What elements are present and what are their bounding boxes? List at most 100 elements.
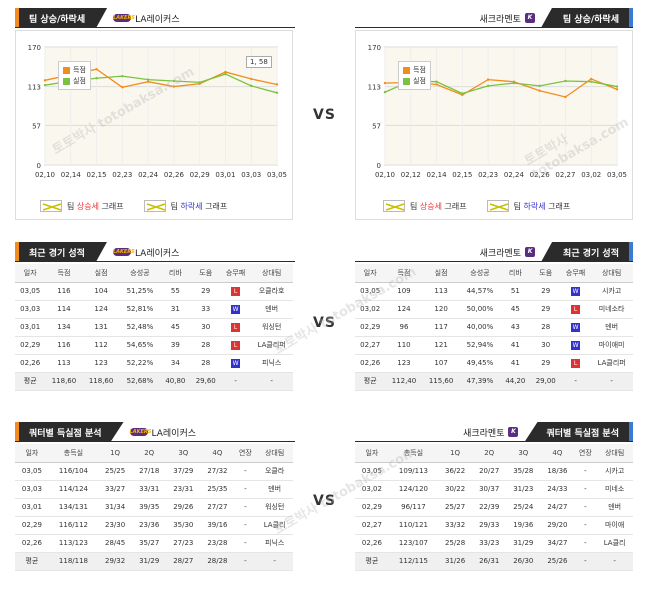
- table-cell: 31/23: [506, 480, 541, 499]
- column-header: 일자: [355, 264, 386, 283]
- table-cell: 02,29: [355, 318, 386, 337]
- table-cell: 45: [160, 318, 191, 337]
- x-tick-label: 02,26: [530, 171, 551, 179]
- table-cell: 덴버: [596, 498, 633, 517]
- table-cell: 02,29: [355, 498, 389, 517]
- table-cell: 25/24: [506, 498, 541, 517]
- trend-down-icon: [143, 200, 166, 212]
- data-point: [224, 70, 227, 74]
- lakers-logo-icon: LAKERS: [129, 428, 152, 436]
- trend-title-left: 팀 상승/하락세: [15, 8, 108, 28]
- x-tick-label: 02,15: [452, 171, 472, 179]
- table-row: 02,26 113/123 28/45 35/27 27/23 23/28- 피닉스: [15, 534, 293, 553]
- table-cell: 117: [422, 318, 460, 337]
- table-cell: 35/27: [132, 534, 167, 553]
- table-cell: 35/28: [506, 462, 541, 481]
- recent-table-right: 일자 득점 실점 승성공 리바 도움 승무패 상대팀 03,05 109 113 44,57% 51 29…: [355, 264, 633, 391]
- table-cell: 덴버: [590, 318, 633, 337]
- kings-logo-icon: K: [524, 13, 535, 23]
- quarter-title-right: 쿼터별 득실점 분석: [524, 422, 633, 442]
- table-cell: 29/20: [540, 516, 575, 535]
- table-cell: 39/16: [200, 516, 235, 535]
- column-header: 리바: [500, 264, 531, 283]
- table-cell: 33/27: [98, 480, 133, 499]
- table-cell: 44,57%: [459, 282, 501, 301]
- data-point: [564, 95, 567, 99]
- column-header: 2Q: [132, 444, 167, 463]
- trend-up-icon: [40, 200, 62, 212]
- table-cell: 03,05: [355, 282, 386, 301]
- table-row: 03,01 134/131 31/34 39/35 29/26 27/27- 워싱턴: [15, 498, 293, 517]
- x-tick-label: 02,29: [190, 171, 210, 179]
- table-cell: 45: [500, 300, 531, 319]
- column-header: 1Q: [98, 444, 133, 463]
- table-cell: 25/35: [200, 480, 235, 499]
- table-cell: 49,45%: [459, 354, 501, 373]
- table-cell: 30/22: [438, 480, 473, 499]
- quarter-table-left: 일자 총득실 1Q 2Q 3Q 4Q 연장 상대팀 03,05 116/104 25/25 27/18…: [15, 444, 293, 571]
- table-cell: 31/26: [438, 552, 473, 571]
- x-tick-label: 02,26: [164, 171, 185, 179]
- y-tick-label: 170: [28, 44, 41, 52]
- column-header: 승성공: [119, 264, 161, 283]
- table-row: 02,29 96/117 25/27 22/39 25/24 24/27- 덴버: [355, 498, 633, 517]
- table-cell: 19/36: [506, 516, 541, 535]
- table-cell: 03,01: [15, 498, 49, 517]
- table-cell: 33/31: [132, 480, 167, 499]
- column-header: 3Q: [506, 444, 541, 463]
- table-cell: 33/23: [472, 534, 507, 553]
- table-cell: 116/112: [48, 516, 99, 535]
- quarter-header-left: 쿼터별 득실점 분석 LAKERS LA레이커스: [15, 422, 295, 442]
- column-header: 총득실: [388, 444, 439, 463]
- table-cell: 34/27: [540, 534, 575, 553]
- lakers-logo-icon: LAKERS: [112, 248, 135, 256]
- table-cell: 30: [190, 318, 221, 337]
- table-cell: 02,26: [15, 354, 46, 373]
- recent-title-right: 최근 경기 성적: [541, 242, 633, 262]
- table-cell: 113: [45, 354, 83, 373]
- table-cell: 134/131: [48, 498, 99, 517]
- table-cell: 시카고: [590, 282, 633, 301]
- table-cell: 109/113: [388, 462, 439, 481]
- table-cell: 114/124: [48, 480, 99, 499]
- column-header: 실점: [422, 264, 460, 283]
- loss-badge-icon: L: [571, 358, 581, 368]
- table-cell: 오클라: [256, 462, 293, 481]
- x-tick-label: 03,05: [607, 171, 627, 179]
- data-point: [486, 84, 490, 88]
- table-cell: -: [234, 498, 257, 517]
- table-cell: 52,68%: [119, 372, 161, 391]
- table-cell: 평균: [15, 552, 49, 571]
- table-cell: 118/118: [48, 552, 99, 571]
- table-cell: 덴버: [256, 480, 293, 499]
- table-cell: 107: [422, 354, 460, 373]
- table-cell: 33/32: [438, 516, 473, 535]
- column-header: 일자: [15, 444, 49, 463]
- table-cell: W: [560, 282, 591, 301]
- table-cell: W: [560, 318, 591, 337]
- table-cell: 03,05: [15, 462, 49, 481]
- scored-swatch: [63, 66, 70, 74]
- y-tick-label: 0: [377, 162, 381, 170]
- trend-header-left: 팀 상승/하락세 LAKERS LA레이커스: [15, 8, 295, 28]
- table-cell: 피닉스: [250, 354, 293, 373]
- table-row: 03,05 116/104 25/25 27/18 37/29 27/32- 오클라: [15, 462, 293, 481]
- trend-header-right: 새크라멘토 K 팀 상승/하락세: [355, 8, 633, 28]
- table-cell: 29/33: [472, 516, 507, 535]
- table-cell: 덴버: [250, 300, 293, 319]
- table-cell: W: [220, 354, 251, 373]
- table-cell: 03,02: [355, 480, 389, 499]
- table-cell: 27/27: [200, 498, 235, 517]
- table-cell: 03,05: [355, 462, 389, 481]
- data-point: [275, 91, 279, 95]
- kings-logo-icon: K: [508, 427, 519, 437]
- loss-badge-icon: L: [571, 304, 581, 314]
- trend-title-right: 팀 상승/하락세: [540, 8, 633, 28]
- recent-header-left: 최근 경기 성적 LAKERS LA레이커스: [15, 242, 295, 262]
- table-cell: 23/31: [166, 480, 201, 499]
- table-row: 02,29 96 117 40,00% 43 28 W 덴버: [355, 318, 633, 337]
- trend-guide-right: 팀 상승세 그래프 팀 하락세 그래프: [383, 200, 570, 212]
- table-cell: 31/29: [506, 534, 541, 553]
- x-tick-label: 03,05: [267, 171, 287, 179]
- data-point: [564, 79, 567, 83]
